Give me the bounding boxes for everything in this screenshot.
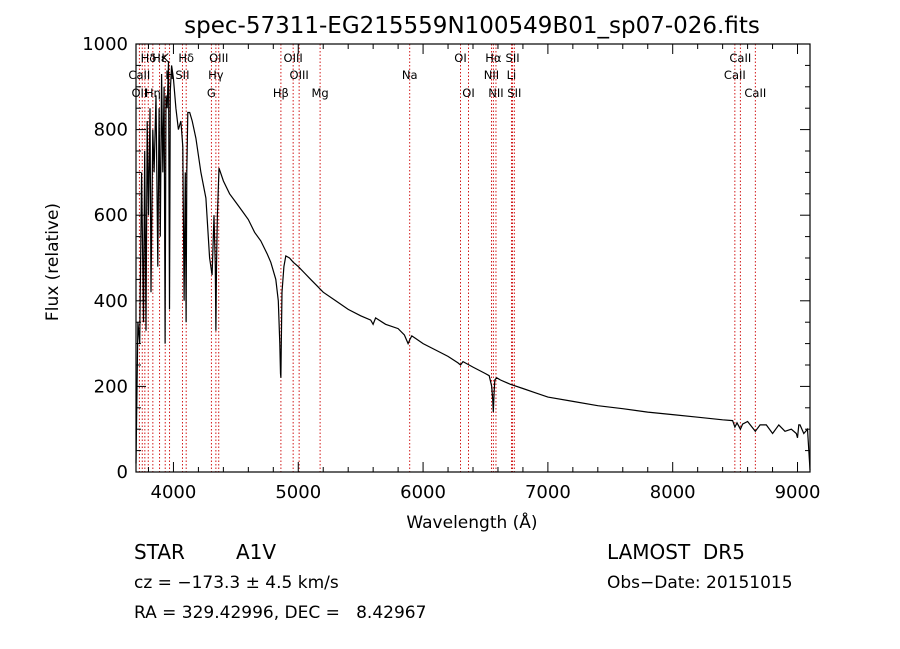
line-label: OIII [209, 51, 228, 65]
x-tick-label: 8000 [650, 482, 696, 503]
x-tick-label: 9000 [775, 482, 821, 503]
y-axis-label: Flux (relative) [43, 203, 63, 321]
redshift-cz: cz = −173.3 ± 4.5 km/s [134, 573, 339, 593]
line-label: OI [462, 86, 474, 100]
line-label: Hε [152, 51, 167, 65]
y-tick-label: 1000 [82, 34, 128, 55]
line-label: NII [488, 86, 503, 100]
axis-ticks: 4000 5000 6000 7000 8000 9000 0 200 400 600 800 100… [82, 34, 820, 503]
x-tick-label: 7000 [525, 482, 571, 503]
subclass: A1V [236, 540, 277, 564]
x-tick-label: 5000 [275, 482, 321, 503]
x-tick-label: 6000 [400, 482, 446, 503]
line-label: G [207, 86, 216, 100]
line-label: Li [507, 68, 517, 82]
coordinates: RA = 329.42996, DEC = 8.42967 [134, 603, 427, 623]
line-label: OIII [290, 68, 309, 82]
line-label: Mg [311, 86, 328, 100]
line-label: CaII [729, 51, 751, 65]
line-label: Hγ [208, 68, 224, 82]
line-label: OIII [284, 51, 303, 65]
spectral-line-markers [138, 44, 756, 472]
line-label: SII [507, 86, 521, 100]
line-label: NII [484, 68, 499, 82]
line-label: Hδ [141, 51, 157, 65]
line-label: Hα [485, 51, 502, 65]
line-label: CaII [724, 68, 746, 82]
y-tick-label: 0 [117, 462, 128, 483]
chart-title: spec-57311-EG215559N100549B01_sp07-026.f… [184, 13, 760, 39]
line-label: Hη [145, 86, 161, 100]
line-label: H [165, 68, 174, 82]
line-label: Hδ [178, 51, 194, 65]
y-tick-label: 400 [94, 291, 128, 312]
line-label: CaII [128, 68, 150, 82]
x-tick-label: 4000 [151, 482, 197, 503]
line-label: Hβ [273, 86, 289, 100]
plot-frame [135, 43, 811, 473]
y-tick-label: 800 [94, 120, 128, 141]
line-label: OI [454, 51, 466, 65]
survey-name: LAMOST DR5 [607, 540, 745, 564]
line-label: SII [506, 51, 520, 65]
line-label: K [161, 51, 169, 65]
line-label: Na [402, 68, 418, 82]
y-tick-label: 200 [94, 376, 128, 397]
object-type: STAR [134, 540, 185, 564]
line-label: CaII [744, 86, 766, 100]
spectrum-line [135, 61, 811, 470]
obs-date: Obs−Date: 20151015 [607, 573, 793, 593]
line-label: SII [175, 68, 189, 82]
y-tick-label: 600 [94, 205, 128, 226]
x-axis-label: Wavelength (Å) [406, 511, 537, 533]
